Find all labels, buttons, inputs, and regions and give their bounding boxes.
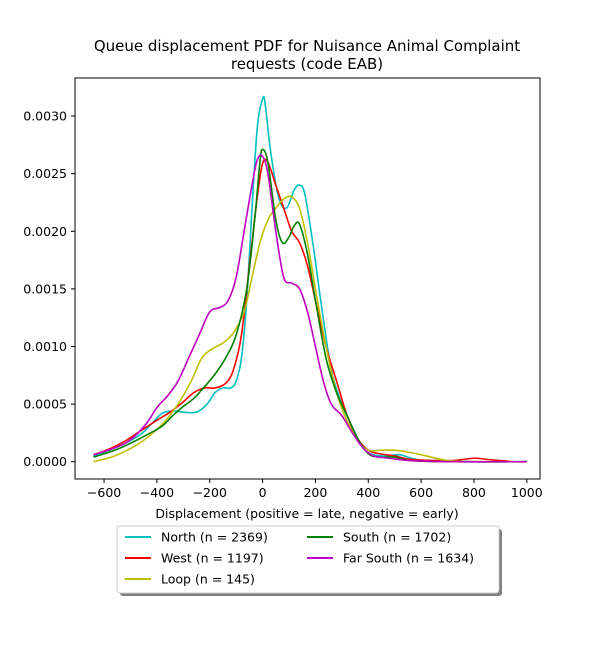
series-line-loop <box>93 196 526 462</box>
x-tick-label: −600 <box>87 485 121 500</box>
series-layer <box>93 97 526 462</box>
series-line-south <box>93 149 526 461</box>
legend-label: South (n = 1702) <box>343 530 451 545</box>
x-tick-label: −200 <box>193 485 227 500</box>
y-tick-label: 0.0000 <box>23 454 67 469</box>
x-tick-label: 400 <box>356 485 380 500</box>
legend-label: Loop (n = 145) <box>161 572 255 587</box>
legend-label: Far South (n = 1634) <box>343 551 474 566</box>
x-tick-label: 600 <box>409 485 433 500</box>
x-tick-label: 800 <box>462 485 486 500</box>
y-tick-label: 0.0030 <box>23 109 67 124</box>
x-axis-ticks: −600 −400 −200 0 200 400 600 800 1000 <box>87 479 543 500</box>
x-tick-label: 1000 <box>511 485 543 500</box>
legend-label: North (n = 2369) <box>161 530 268 545</box>
y-tick-label: 0.0025 <box>23 166 67 181</box>
y-tick-label: 0.0005 <box>23 397 67 412</box>
legend: North (n = 2369) South (n = 1702) West (n … <box>117 526 502 596</box>
x-tick-label: 200 <box>303 485 327 500</box>
y-tick-label: 0.0020 <box>23 224 67 239</box>
y-tick-label: 0.0010 <box>23 339 67 354</box>
plot-frame <box>75 78 540 479</box>
legend-label: West (n = 1197) <box>161 551 264 566</box>
y-axis-ticks: 0.0000 0.0005 0.0010 0.0015 0.0020 0.0025 0.00… <box>23 109 75 470</box>
y-tick-label: 0.0015 <box>23 281 67 296</box>
chart-title-line-1: Queue displacement PDF for Nuisance Anim… <box>94 37 520 55</box>
x-tick-label: −400 <box>140 485 174 500</box>
x-tick-label: 0 <box>259 485 267 500</box>
chart-title-line-2: requests (code EAB) <box>231 55 383 73</box>
x-axis-label: Displacement (positive = late, negative … <box>155 506 458 521</box>
